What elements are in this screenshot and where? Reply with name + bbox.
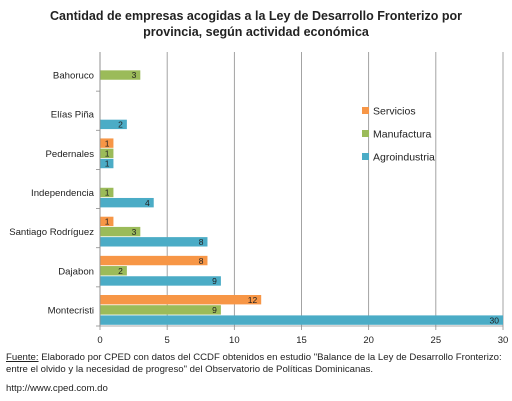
data-label: 1: [105, 149, 110, 159]
bar-manufactura: [100, 305, 221, 315]
bar-chart: 0 5 10 15 20 25 30 Bahoruco 3 Elías Piña 2 Pedernal…: [9, 52, 509, 346]
data-label: 1: [105, 159, 110, 169]
category-label: Bahoruco: [53, 71, 94, 82]
data-label: 2: [118, 120, 123, 130]
x-tick-label-4: 20: [363, 335, 374, 346]
source-text: Elaborado por CPED con datos del CCDF ob…: [6, 352, 502, 375]
data-label: 3: [132, 70, 137, 80]
data-label: 1: [105, 138, 110, 148]
data-label: 30: [490, 315, 500, 325]
x-tick-label-3: 15: [296, 335, 307, 346]
legend-label-agroindustria: Agroindustria: [373, 152, 435, 164]
bar-agroindustria: [100, 237, 208, 247]
bar-manufactura: [100, 266, 127, 276]
x-tick-label-6: 30: [498, 335, 509, 346]
x-tick-label-0: 0: [97, 335, 102, 346]
legend-swatch-agroindustria: [362, 153, 369, 160]
category-label: Elías Piña: [51, 110, 95, 121]
x-tick-label-5: 25: [431, 335, 442, 346]
bar-agroindustria: [100, 276, 221, 286]
chart-title-line-2: provincia, según actividad económica: [143, 25, 369, 39]
bar-manufactura: [100, 70, 141, 80]
legend-swatch-manufactura: [362, 130, 369, 137]
legend-swatch-servicios: [362, 107, 369, 114]
data-label: 9: [212, 276, 217, 286]
category-label: Pedernales: [45, 149, 94, 160]
data-label: 4: [145, 198, 150, 208]
x-tick-label-2: 10: [229, 335, 240, 346]
x-tick-label-1: 5: [165, 335, 170, 346]
data-label: 1: [105, 188, 110, 198]
bar-agroindustria: [100, 119, 127, 130]
category-label: Montecristi: [48, 305, 94, 316]
bar-servicios: [100, 216, 114, 227]
bar-agroindustria: [100, 197, 154, 208]
bar-agroindustria: [100, 158, 114, 169]
category-label: Independencia: [31, 188, 95, 199]
bar-manufactura: [100, 226, 141, 237]
data-label: 2: [118, 266, 123, 276]
data-label: 8: [199, 237, 204, 247]
chart-title: Cantidad de empresas acogidas a la Ley d…: [0, 8, 512, 40]
bar-servicios: [100, 295, 262, 305]
category-label: Santiago Rodríguez: [9, 227, 94, 238]
bar-manufactura: [100, 148, 114, 159]
data-label: 8: [199, 256, 204, 266]
source-footer: Fuente: Elaborado por CPED con datos del…: [6, 352, 506, 376]
data-label: 9: [212, 305, 217, 315]
bar-servicios: [100, 255, 208, 266]
chart-title-line-1: Cantidad de empresas acogidas a la Ley d…: [50, 9, 462, 23]
bar-agroindustria: [100, 315, 504, 325]
source-label: Fuente:: [6, 352, 39, 363]
bar-servicios: [100, 138, 114, 148]
bar-manufactura: [100, 187, 114, 198]
data-label: 3: [132, 227, 137, 237]
data-label: 12: [248, 295, 258, 305]
legend-label-manufactura: Manufactura: [373, 129, 432, 141]
legend-label-servicios: Servicios: [373, 106, 416, 118]
data-label: 1: [105, 217, 110, 227]
category-label: Dajabon: [58, 266, 94, 277]
source-url: http://www.cped.com.do: [6, 383, 108, 394]
